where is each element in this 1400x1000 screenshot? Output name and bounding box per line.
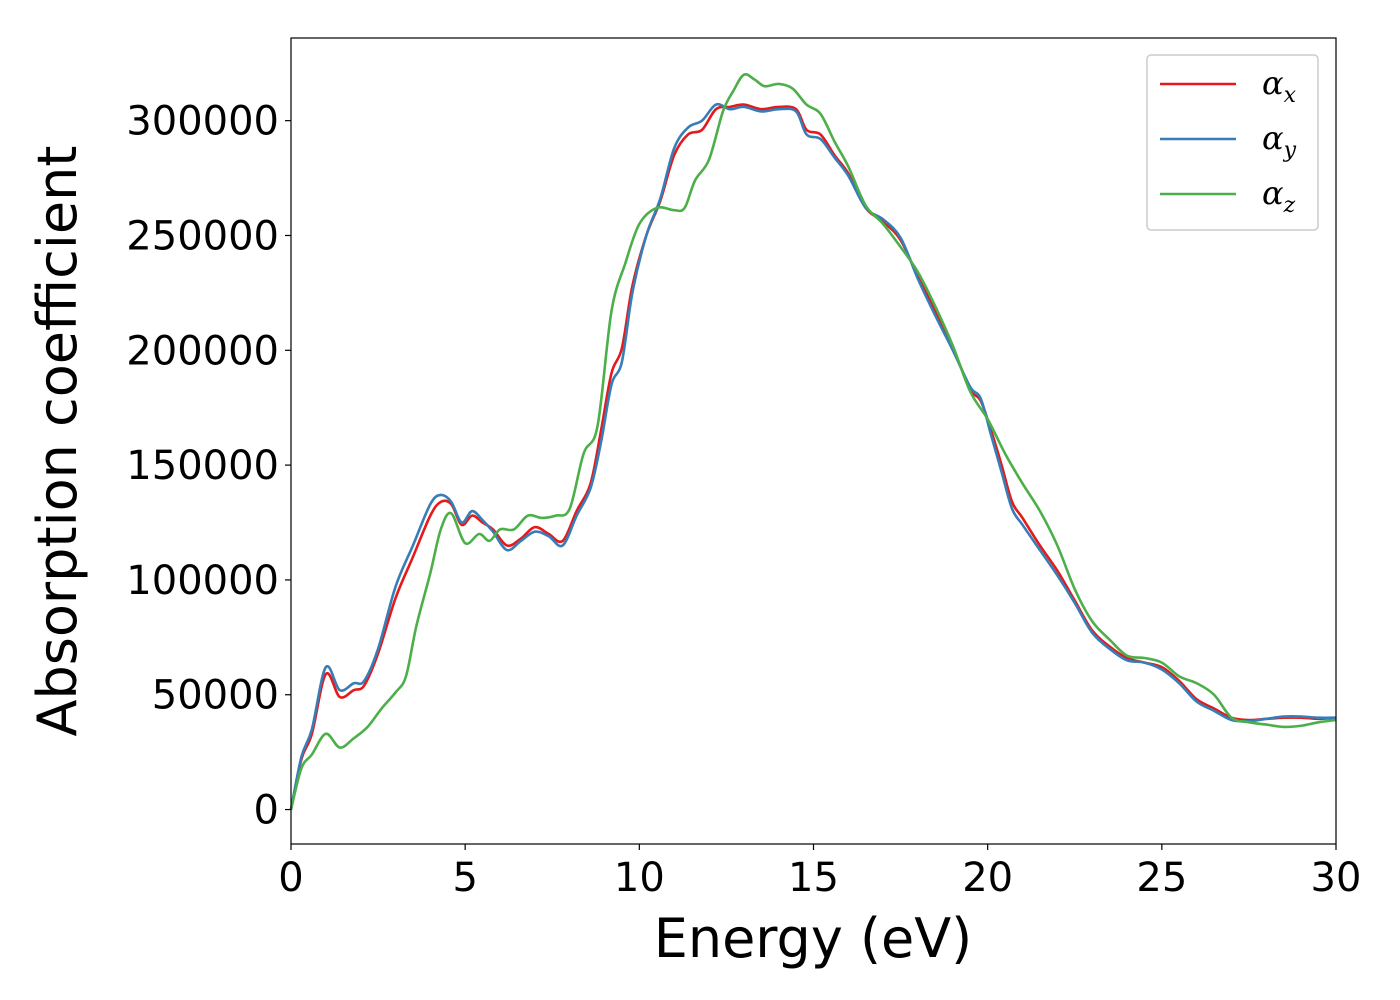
x-axis-label: Energy (eV): [654, 907, 973, 970]
series-line-z: [289, 73, 1337, 810]
series-line-y: [289, 102, 1337, 810]
y-tick-label: 150000: [126, 443, 279, 489]
x-tick-label: 30: [1311, 855, 1362, 901]
y-tick-label: 50000: [152, 673, 279, 719]
x-tick-label: 25: [1136, 855, 1187, 901]
x-tick-label: 0: [278, 855, 303, 901]
y-tick-label: 0: [254, 788, 279, 834]
y-tick-label: 100000: [126, 558, 279, 604]
y-axis-ticks: 0 50000 100000 150000 200000 250000 300000: [126, 99, 291, 834]
y-axis-label: Absorption coefficient: [26, 146, 89, 737]
y-tick-label: 250000: [126, 213, 279, 259]
x-tick-label: 15: [788, 855, 839, 901]
y-tick-label: 200000: [126, 328, 279, 374]
x-tick-label: 20: [962, 855, 1013, 901]
x-axis-ticks: 0 5 10 15 20 25 30: [278, 844, 1361, 901]
legend-box: [1146, 54, 1319, 231]
y-tick-label: 300000: [126, 99, 279, 145]
x-tick-label: 10: [614, 855, 665, 901]
series-layer: [289, 73, 1337, 810]
legend-label-z: αz: [1262, 174, 1296, 218]
x-tick-label: 5: [452, 855, 477, 901]
